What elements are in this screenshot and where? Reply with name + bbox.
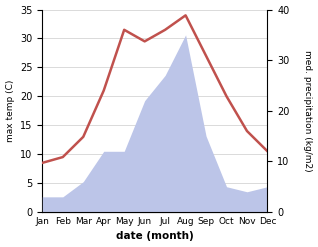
Y-axis label: max temp (C): max temp (C)	[5, 80, 15, 142]
Y-axis label: med. precipitation (kg/m2): med. precipitation (kg/m2)	[303, 50, 313, 172]
X-axis label: date (month): date (month)	[116, 231, 194, 242]
